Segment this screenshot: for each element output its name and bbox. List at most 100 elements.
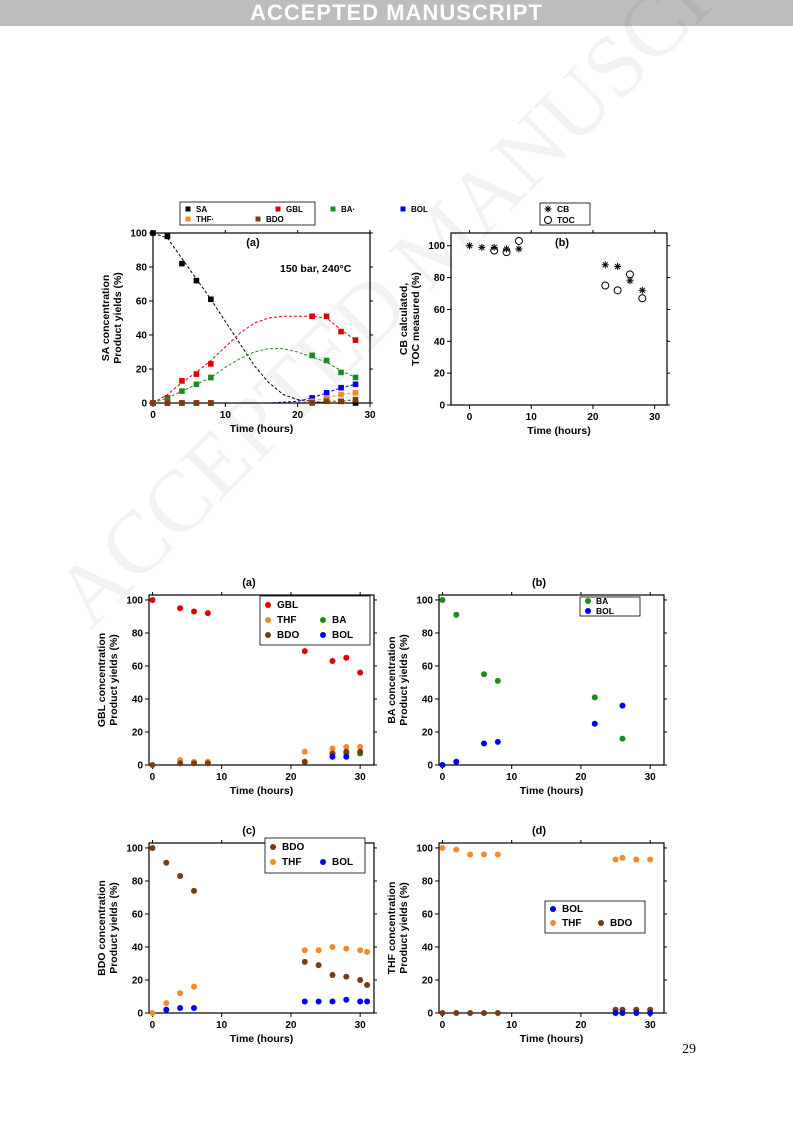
data-point — [191, 1005, 197, 1012]
x-tick-label: 0 — [150, 1020, 156, 1031]
x-tick-label: 20 — [285, 772, 297, 783]
y-tick-label: 60 — [136, 297, 148, 308]
data-point — [320, 632, 326, 638]
x-tick-label: 20 — [575, 772, 587, 783]
legend-box — [544, 900, 646, 934]
data-point — [453, 758, 460, 765]
data-point — [601, 261, 609, 269]
data-point — [585, 598, 591, 604]
plot-frame — [438, 842, 665, 1014]
legend-label: GBL — [277, 600, 298, 611]
x-tick-label: 30 — [355, 1020, 367, 1031]
data-point — [647, 856, 654, 863]
x-tick-label: 10 — [216, 772, 228, 783]
data-point — [478, 243, 486, 251]
legend-label: BA — [332, 615, 346, 626]
data-point — [338, 328, 344, 335]
y-tick-label: 80 — [422, 628, 434, 639]
y-tick-label: 20 — [132, 727, 144, 738]
data-point — [591, 720, 598, 727]
x-tick-label: 0 — [150, 410, 156, 421]
data-point — [301, 958, 308, 965]
data-point — [338, 369, 344, 376]
data-point — [612, 1010, 619, 1016]
data-point — [270, 844, 276, 850]
legend-label: BDO — [266, 215, 284, 224]
data-point — [619, 1010, 626, 1016]
x-tick-label: 0 — [440, 772, 446, 783]
panel-label: (a) — [246, 237, 260, 249]
x-tick-label: 10 — [506, 1020, 518, 1031]
legend-box — [579, 596, 641, 617]
data-point — [193, 400, 200, 406]
data-point — [439, 596, 446, 603]
data-point — [343, 753, 350, 760]
legend-box — [259, 595, 371, 646]
data-point — [330, 206, 336, 212]
data-point — [191, 760, 197, 767]
data-point — [625, 270, 634, 279]
data-point — [352, 381, 359, 388]
figure-2c-chart: 0 10 20 30 0 20 40 60 80 100 Time (hours) BDO conce… — [96, 825, 377, 1045]
series-toc — [490, 236, 647, 303]
data-point — [315, 947, 322, 954]
data-point — [439, 844, 446, 851]
y-tick-label: 100 — [126, 843, 143, 854]
data-point — [343, 748, 350, 755]
panel-label: (a) — [242, 577, 256, 589]
x-axis-label: Time (hours) — [520, 785, 583, 797]
data-point — [494, 738, 501, 745]
legend-label: BOL — [332, 630, 353, 641]
accepted-manuscript-banner: ACCEPTED MANUSCRIPT — [250, 0, 543, 25]
data-point — [179, 400, 185, 406]
data-point — [338, 398, 344, 405]
y-tick-label: 40 — [422, 694, 434, 705]
series-bol — [329, 753, 350, 760]
y-tick-label: 100 — [428, 241, 445, 252]
data-point — [626, 277, 634, 285]
x-tick-label: 10 — [526, 412, 538, 423]
data-point — [544, 216, 552, 224]
y-tick-label: 0 — [427, 761, 433, 772]
y-axis-label: Product yields (%) — [398, 882, 410, 974]
y-tick-label: 20 — [434, 369, 446, 380]
data-point — [613, 286, 622, 295]
y-axis-label: Product yields (%) — [108, 634, 120, 726]
y-tick-label: 40 — [434, 337, 446, 348]
data-point — [301, 648, 308, 655]
series-bol — [439, 702, 626, 768]
data-point — [265, 602, 271, 608]
panel-label: (b) — [532, 577, 546, 589]
data-point — [352, 390, 359, 396]
plot-frame — [152, 232, 371, 404]
y-tick-label: 20 — [136, 365, 148, 376]
y-tick-label: 60 — [132, 909, 144, 920]
x-axis-label: Time (hours) — [230, 785, 293, 797]
legend-label: BDO — [610, 918, 632, 929]
legend-label: BA — [596, 596, 608, 606]
data-point — [193, 381, 200, 388]
data-point — [149, 844, 156, 851]
data-point — [301, 947, 308, 954]
y-tick-label: 40 — [132, 694, 144, 705]
y-tick-label: 80 — [132, 876, 144, 887]
figure-1b-chart: 0 10 20 30 0 20 40 60 80 100 Time (hours) CB calcul… — [398, 202, 670, 437]
condition-annotation: 150 bar, 240°C — [280, 263, 352, 275]
data-point — [164, 396, 171, 403]
page-number: 29 — [682, 1042, 696, 1057]
legend-label: SA — [196, 205, 207, 214]
data-point — [453, 846, 460, 853]
y-tick-label: 80 — [132, 628, 144, 639]
data-point — [150, 400, 156, 406]
data-point — [323, 398, 330, 405]
y-tick-label: 0 — [427, 1009, 433, 1020]
data-point — [514, 236, 523, 245]
legend-label: THF — [562, 918, 581, 929]
data-point — [309, 352, 315, 359]
data-point — [177, 605, 184, 612]
data-point — [315, 962, 322, 969]
y-axis-label: Product yields (%) — [112, 272, 124, 364]
data-point — [323, 390, 330, 396]
figure-2b-chart: 0 10 20 30 0 20 40 60 80 100 Time (hours) BA concen… — [386, 577, 667, 797]
data-point — [265, 632, 271, 638]
